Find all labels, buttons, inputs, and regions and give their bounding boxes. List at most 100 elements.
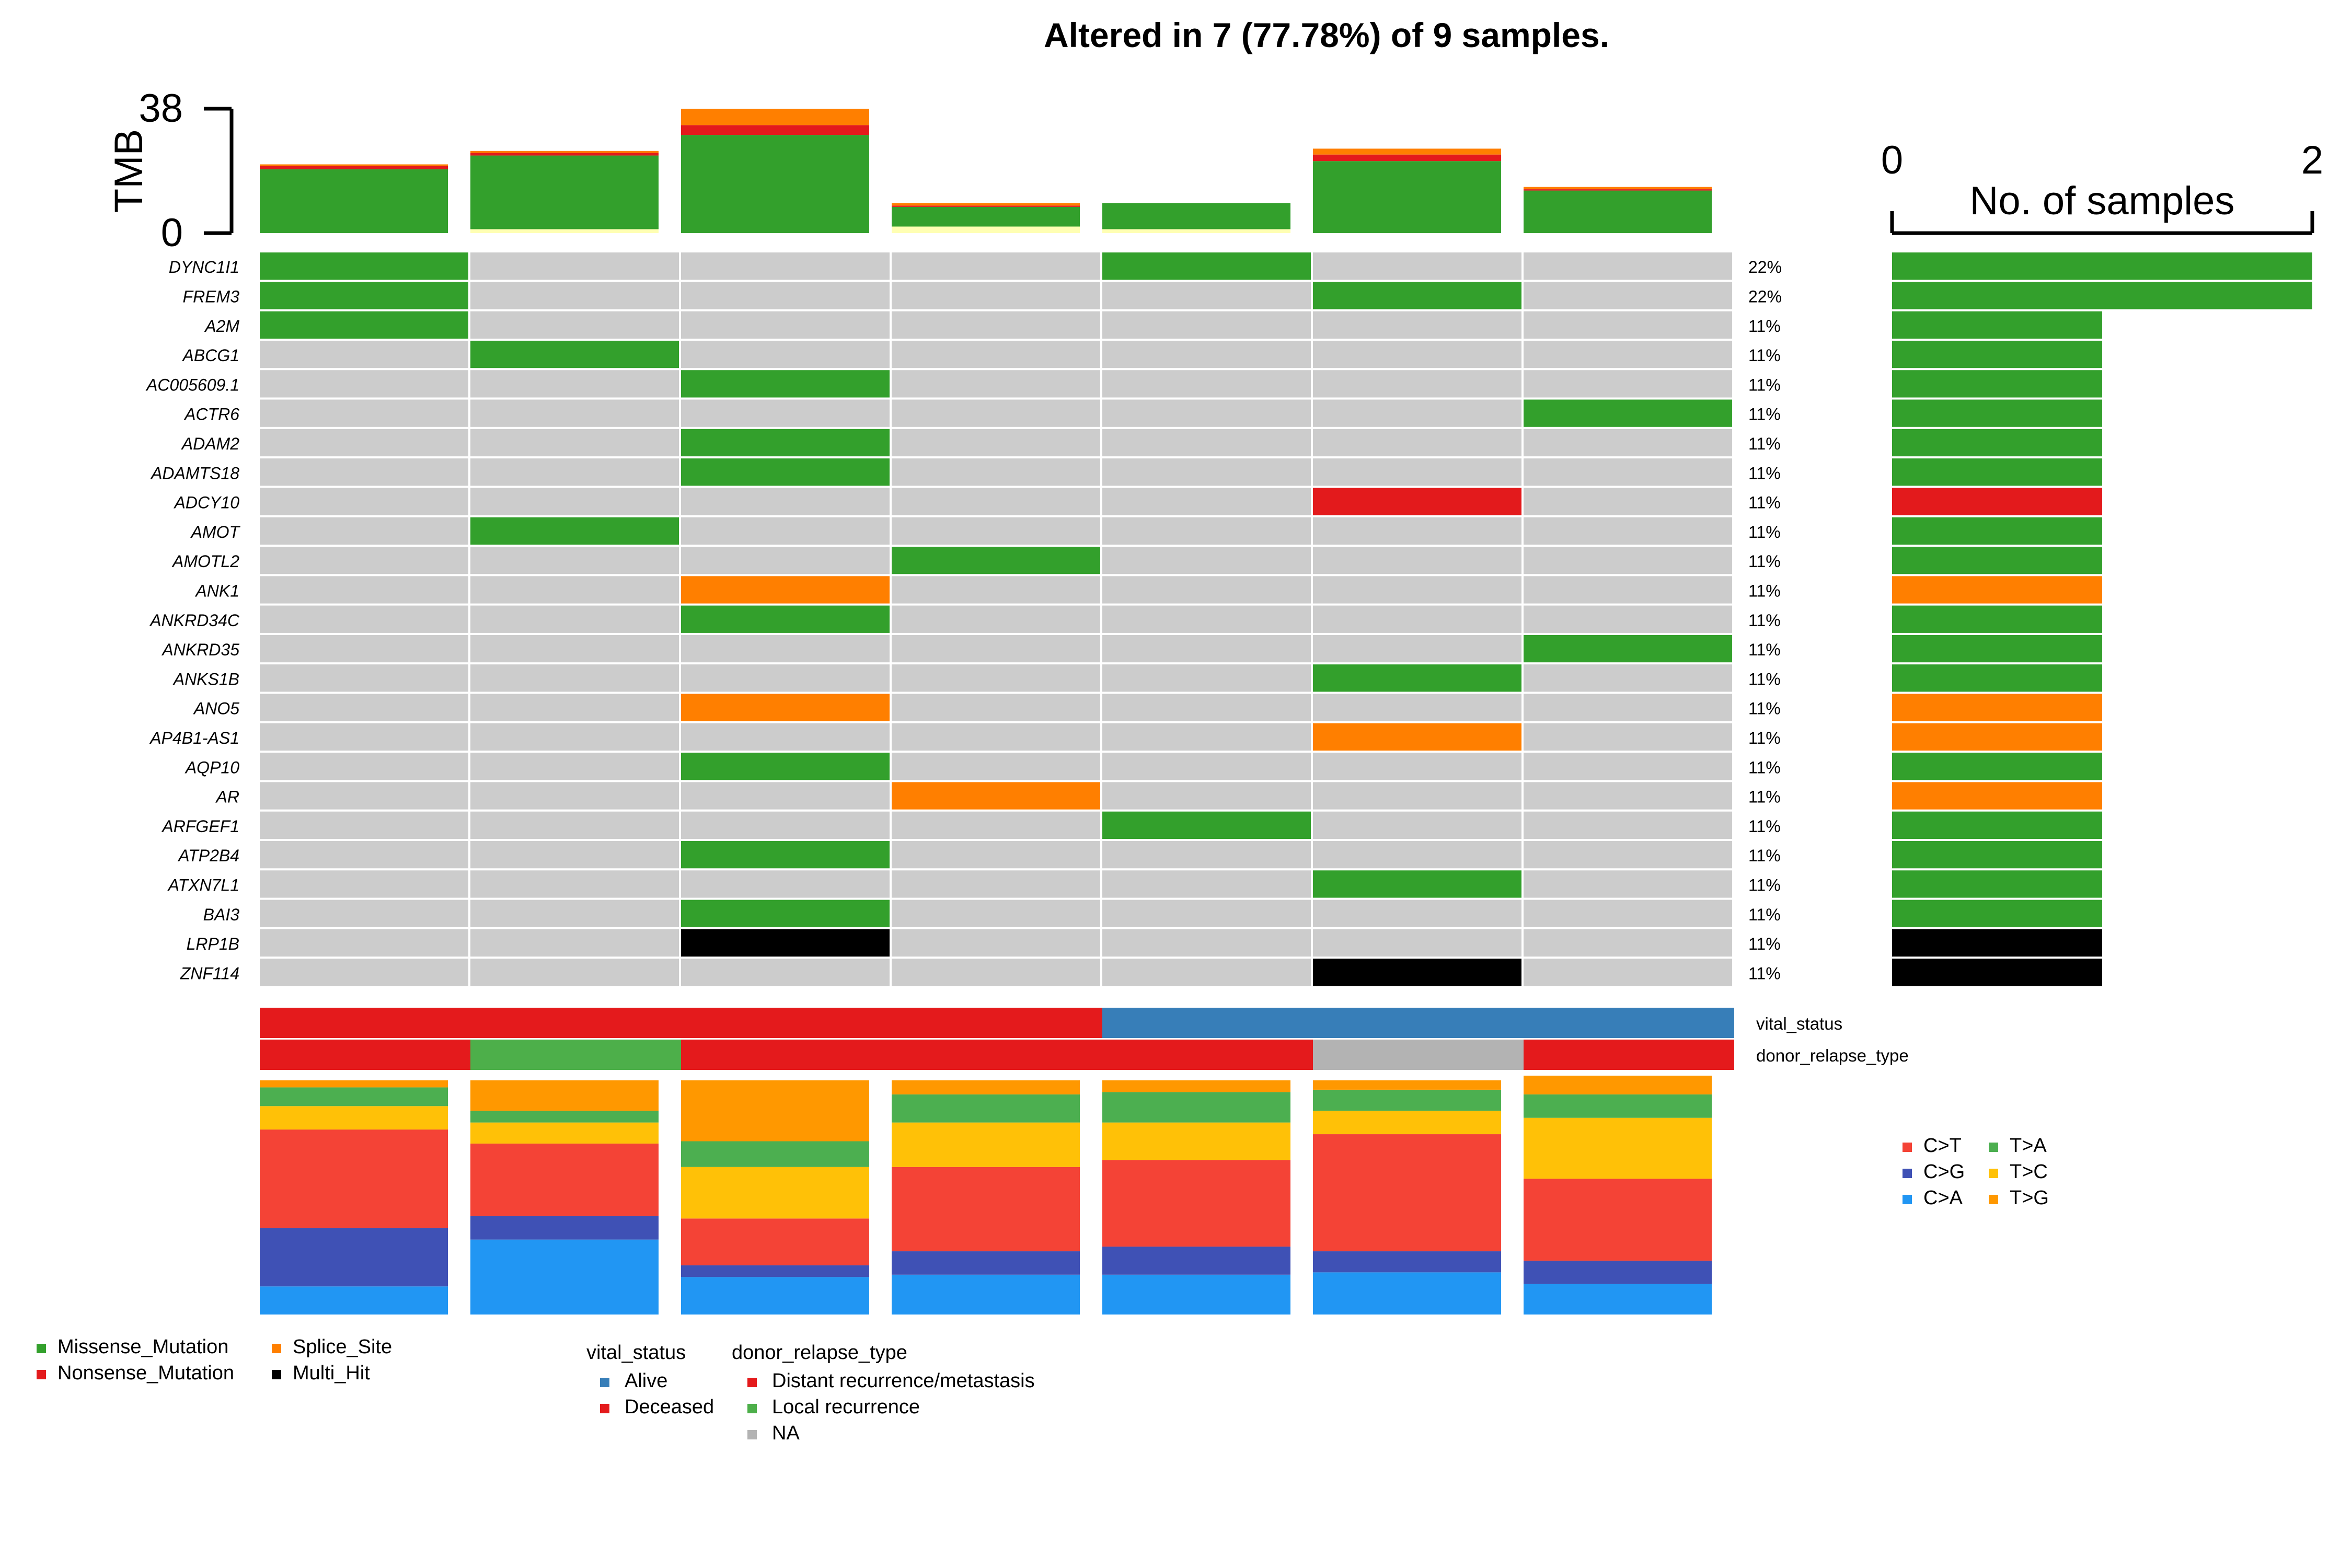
empty-cell (892, 488, 1100, 515)
gene-percent-label: 11% (1748, 758, 1781, 777)
gene-label: ABCG1 (182, 346, 239, 365)
gene-percent-label: 11% (1748, 552, 1781, 571)
empty-cell (470, 547, 679, 574)
empty-cell (1524, 340, 1732, 368)
legend-label: NA (772, 1422, 800, 1444)
empty-cell (892, 929, 1100, 957)
gene-label: A2M (204, 317, 239, 336)
tmb-bar-segment (470, 153, 659, 156)
empty-cell (1102, 399, 1311, 427)
gene-bar (1892, 782, 2102, 810)
gene-percent-label: 11% (1748, 464, 1781, 482)
empty-cell (470, 900, 679, 927)
titv-bar-segment (260, 1080, 448, 1088)
gene-bar (1892, 841, 2102, 869)
gene-percent-label: 11% (1748, 964, 1781, 983)
empty-cell (1313, 694, 1521, 721)
empty-cell (1102, 841, 1311, 869)
titv-bar-segment (892, 1080, 1080, 1094)
empty-cell (260, 694, 468, 721)
empty-cell (1524, 753, 1732, 780)
titv-bar-segment (470, 1122, 659, 1144)
empty-cell (892, 282, 1100, 309)
empty-cell (892, 252, 1100, 280)
empty-cell (1313, 605, 1521, 633)
mutation-cell (681, 370, 890, 398)
empty-cell (260, 900, 468, 927)
empty-cell (892, 635, 1100, 663)
gene-bar (1892, 370, 2102, 398)
empty-cell (1313, 782, 1521, 810)
gene-label: AP4B1-AS1 (149, 729, 239, 747)
empty-cell (470, 723, 679, 751)
empty-cell (260, 399, 468, 427)
empty-cell (470, 282, 679, 309)
empty-cell (892, 723, 1100, 751)
empty-cell (1524, 458, 1732, 486)
titv-bar-segment (1524, 1076, 1712, 1094)
empty-cell (260, 664, 468, 692)
empty-cell (892, 576, 1100, 604)
empty-cell (681, 547, 890, 574)
gene-label: ACTR6 (183, 405, 239, 424)
mutation-cell (1313, 282, 1521, 309)
annotation-cell (470, 1040, 681, 1070)
titv-bar-segment (1313, 1134, 1501, 1252)
gene-label: ATP2B4 (177, 846, 239, 865)
tmb-axis-label: TMB (107, 129, 151, 213)
titv-bar-segment (1313, 1111, 1501, 1135)
empty-cell (1102, 900, 1311, 927)
gene-label: ANKS1B (172, 670, 239, 688)
chart-title: Altered in 7 (77.78%) of 9 samples. (1044, 16, 1609, 54)
empty-cell (1524, 252, 1732, 280)
empty-cell (1524, 959, 1732, 986)
empty-cell (681, 959, 890, 986)
empty-cell (470, 458, 679, 486)
titv-bar-segment (892, 1167, 1080, 1252)
legend-swatch (1903, 1169, 1912, 1178)
gene-percent-label: 11% (1748, 729, 1781, 747)
gene-label: ATXN7L1 (167, 875, 239, 894)
tmb-bar-segment (260, 169, 448, 233)
mutation-cell (470, 340, 679, 368)
gene-percent-label: 11% (1748, 405, 1781, 424)
empty-cell (260, 488, 468, 515)
empty-cell (1313, 811, 1521, 839)
gene-label: ZNF114 (180, 964, 239, 983)
empty-cell (260, 753, 468, 780)
mutation-cell (1313, 723, 1521, 751)
gene-bar (1892, 959, 2102, 986)
gene-percent-label: 11% (1748, 375, 1781, 394)
gene-bar-tick-label: 0 (1881, 138, 1903, 182)
empty-cell (1313, 547, 1521, 574)
empty-cell (1313, 399, 1521, 427)
annotation-cell (681, 1008, 892, 1038)
empty-cell (1102, 753, 1311, 780)
empty-cell (470, 370, 679, 398)
titv-bar-segment (1102, 1122, 1290, 1160)
legend-swatch (747, 1378, 757, 1387)
empty-cell (681, 782, 890, 810)
empty-cell (1102, 870, 1311, 898)
mutation-cell (1313, 488, 1521, 515)
empty-cell (1102, 723, 1311, 751)
empty-cell (260, 517, 468, 545)
empty-cell (892, 959, 1100, 986)
empty-cell (1524, 429, 1732, 457)
gene-label: ARFGEF1 (161, 817, 239, 836)
gene-percent-label: 11% (1748, 935, 1781, 953)
titv-bar-segment (470, 1080, 659, 1111)
empty-cell (470, 576, 679, 604)
empty-cell (1524, 664, 1732, 692)
empty-cell (470, 782, 679, 810)
empty-cell (470, 429, 679, 457)
titv-bar-segment (892, 1122, 1080, 1167)
empty-cell (681, 517, 890, 545)
empty-cell (681, 635, 890, 663)
gene-percent-label: 11% (1748, 817, 1781, 836)
legend-swatch (1989, 1143, 1998, 1152)
annotation-cell (1524, 1008, 1734, 1038)
legend-swatch (600, 1378, 609, 1387)
empty-cell (892, 900, 1100, 927)
